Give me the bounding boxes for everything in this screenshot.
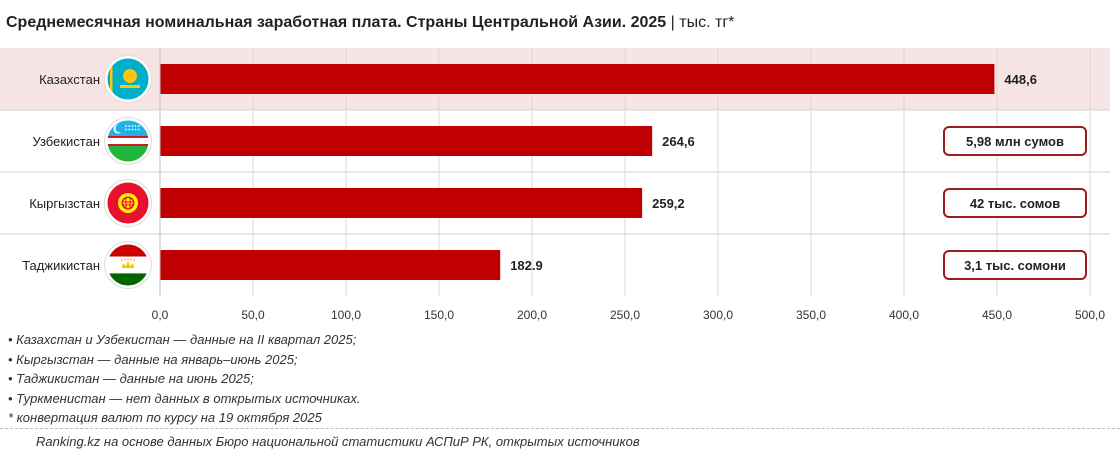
- flag-ring: [104, 117, 152, 165]
- chart-title-main: Среднемесячная номинальная заработная пл…: [6, 14, 667, 31]
- footnote-line: • Таджикистан — данные на июнь 2025;: [8, 371, 254, 387]
- flag-outline: [104, 55, 152, 103]
- x-tick-label: 150,0: [424, 308, 454, 322]
- uzbekistan-flag-icon: [104, 117, 152, 165]
- x-tick-label: 500,0: [1075, 308, 1105, 322]
- category-label: Узбекистан: [32, 134, 100, 149]
- source-divider: [0, 428, 1120, 429]
- chart-title-unit: тыс. тг*: [679, 14, 735, 31]
- x-tick-label: 200,0: [517, 308, 547, 322]
- flag-ring: [104, 179, 152, 227]
- flag-outline: [104, 117, 152, 165]
- bar-chart: 0,0 50,0 100,0 150,0 200,0 250,0 300,0 350,0 400…: [0, 48, 1110, 322]
- footnote-line: * конвертация валют по курсу на 19 октяб…: [8, 410, 322, 426]
- x-tick-label: 300,0: [703, 308, 733, 322]
- value-label: 264,6: [662, 134, 695, 149]
- category-label: Кыргызстан: [29, 196, 100, 211]
- value-label: 182.9: [510, 258, 543, 273]
- chart-title: Среднемесячная номинальная заработная пл…: [6, 14, 734, 32]
- flag-ring: [104, 55, 152, 103]
- local-currency-badge: [943, 126, 1087, 156]
- footnotes: • Казахстан и Узбекистан — данные на II …: [8, 330, 361, 428]
- bar: [160, 126, 653, 156]
- x-tick-label: 0,0: [152, 308, 169, 322]
- bar: [160, 250, 501, 280]
- local-currency-badge: [943, 188, 1087, 218]
- value-label: 448,6: [1004, 72, 1037, 87]
- local-currency-label: 3,1 тыс. сомони: [964, 258, 1066, 273]
- tajikistan-flag-icon: [104, 241, 152, 289]
- x-tick-label: 100,0: [331, 308, 361, 322]
- x-tick-label: 350,0: [796, 308, 826, 322]
- value-label: 259,2: [652, 196, 685, 211]
- bar: [160, 188, 643, 218]
- source-note: Ranking.kz на основе данных Бюро национа…: [36, 434, 640, 449]
- x-tick-label: 250,0: [610, 308, 640, 322]
- local-currency-label: 42 тыс. сомов: [970, 196, 1060, 211]
- flag-outline: [104, 179, 152, 227]
- chart-title-separator: |: [670, 14, 675, 31]
- kazakhstan-flag-icon: [104, 55, 152, 103]
- category-label: Казахстан: [39, 72, 100, 87]
- local-currency-badge: [943, 250, 1087, 280]
- category-label: Таджикистан: [22, 258, 100, 273]
- x-tick-label: 450,0: [982, 308, 1012, 322]
- x-tick-label: 50,0: [241, 308, 265, 322]
- flag-ring: [104, 241, 152, 289]
- footnote-line: • Кыргызстан — данные на январь–июнь 202…: [8, 351, 298, 367]
- bar: [160, 64, 995, 94]
- local-currency-label: 5,98 млн сумов: [966, 134, 1064, 149]
- flag-outline: [104, 241, 152, 289]
- footnote-line: • Казахстан и Узбекистан — данные на II …: [8, 332, 357, 347]
- kyrgyzstan-flag-icon: [104, 179, 152, 227]
- x-tick-label: 400,0: [889, 308, 919, 322]
- footnote-line: • Туркменистан — нет данных в открытых и…: [8, 390, 361, 406]
